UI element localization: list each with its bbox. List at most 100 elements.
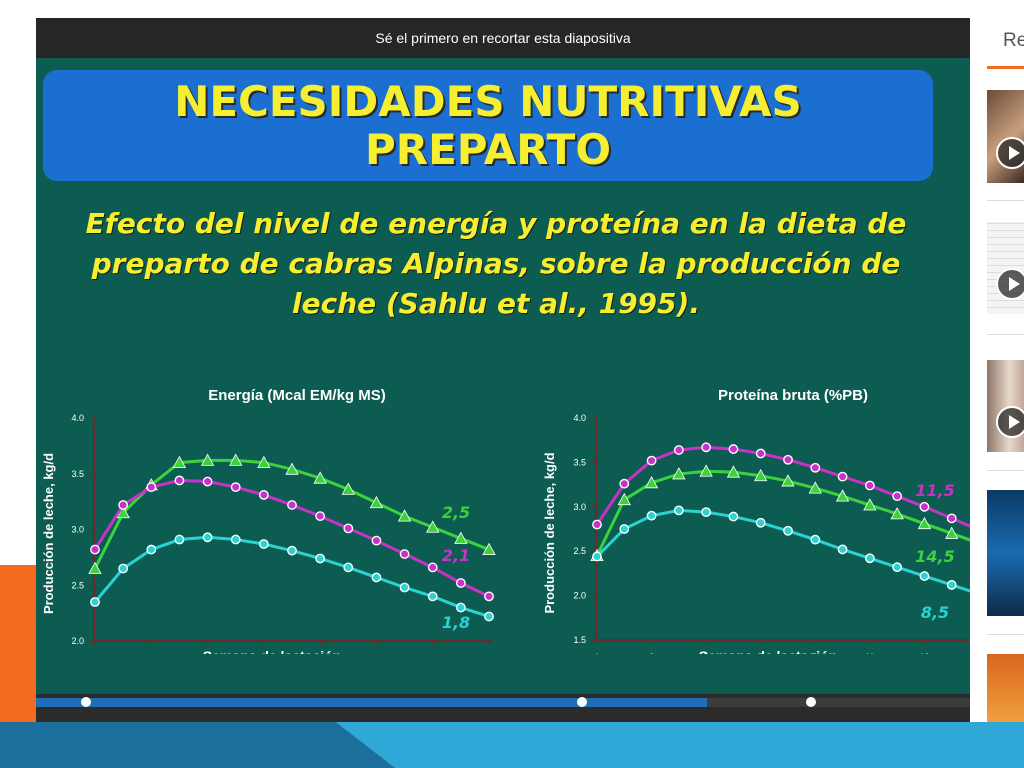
y-tick-label: 4.0 — [573, 413, 586, 423]
data-point — [257, 455, 271, 468]
related-video-thumbnail[interactable] — [987, 360, 1024, 452]
data-point — [945, 526, 959, 539]
data-point — [88, 561, 102, 574]
y-tick-label: 1.5 — [573, 635, 586, 645]
related-video-thumbnail[interactable] — [987, 654, 1024, 722]
data-point — [258, 490, 269, 500]
chart-title: Energía (Mcal EM/kg MS) — [208, 387, 386, 404]
data-point — [118, 500, 129, 510]
divider — [987, 634, 1024, 635]
energy-chart: 4.03.53.02.52.013579111315Energía (Mcal … — [41, 387, 496, 654]
data-point — [592, 551, 602, 562]
data-point — [755, 448, 766, 459]
data-point — [371, 572, 382, 583]
progress-fill — [36, 698, 707, 707]
slide-subtitle-line3: leche (Sahlu et al., 1995). — [292, 287, 700, 320]
y-tick-label: 3.5 — [573, 457, 586, 467]
series-line — [93, 478, 490, 598]
data-point — [919, 501, 930, 512]
data-point — [455, 602, 466, 613]
related-video-thumbnail[interactable] — [987, 490, 1024, 616]
data-point — [864, 480, 875, 491]
data-point — [892, 562, 903, 573]
data-point — [202, 476, 213, 487]
data-point — [863, 498, 877, 511]
series-line — [595, 508, 970, 593]
data-point — [619, 524, 630, 534]
progress-marker[interactable] — [577, 697, 587, 707]
data-point — [783, 454, 793, 465]
y-tick-label: 4.0 — [71, 413, 84, 423]
protein-chart: 4.03.53.02.52.01.513579111315Proteína br… — [542, 387, 970, 654]
slide-title-line2: PREPARTO — [364, 125, 612, 174]
data-point — [728, 444, 739, 454]
y-tick-label: 3.0 — [573, 502, 586, 512]
data-point — [315, 511, 326, 522]
slide-subtitle-line1: Efecto del nivel de energía y proteína e… — [85, 207, 907, 240]
series-label: 1,8 — [442, 613, 470, 632]
data-point — [482, 542, 496, 555]
data-point — [455, 578, 466, 588]
x-tick-label: 11 — [372, 653, 381, 654]
x-tick-label: 15 — [484, 653, 494, 654]
title-box — [43, 70, 933, 181]
data-point — [617, 492, 631, 506]
progress-handle[interactable] — [806, 697, 816, 707]
data-point — [287, 545, 297, 556]
data-point — [837, 544, 848, 555]
data-point — [646, 455, 657, 466]
related-video-thumbnail[interactable] — [987, 90, 1024, 183]
data-point — [619, 478, 630, 489]
data-point — [229, 453, 243, 466]
data-point — [371, 535, 382, 546]
data-point — [728, 511, 739, 522]
data-point — [946, 580, 957, 590]
data-point — [672, 467, 686, 480]
data-point — [426, 520, 440, 533]
data-point — [810, 462, 821, 473]
x-tick-label: 1 — [92, 653, 97, 654]
slide-subtitle-line2: preparto de cabras Alpinas, sobre la pro… — [91, 247, 901, 280]
play-icon[interactable] — [996, 268, 1024, 300]
data-point — [427, 591, 438, 602]
slide-player: Sé el primero en recortar esta diapositi… — [36, 18, 970, 722]
series-label: 2,5 — [442, 503, 470, 522]
data-point — [917, 516, 932, 530]
series-label: 8,5 — [921, 603, 949, 622]
data-point — [892, 491, 903, 502]
related-sidebar: Re — [970, 0, 1024, 722]
x-tick-label: 3 — [649, 652, 654, 654]
progress-marker[interactable] — [81, 697, 91, 707]
data-point — [484, 611, 494, 622]
slide-subtitle: Efecto del nivel de energía y proteína e… — [46, 204, 946, 324]
sidebar-tab-underline — [987, 66, 1024, 69]
x-tick-label: 9 — [813, 652, 818, 654]
x-tick-label: 7 — [261, 653, 266, 654]
data-point — [172, 455, 187, 468]
data-point — [230, 482, 241, 493]
data-point — [343, 562, 354, 573]
data-point — [726, 465, 741, 478]
background-dark-blue-band — [0, 722, 395, 768]
data-point — [118, 563, 129, 574]
related-video-thumbnail[interactable] — [987, 222, 1024, 314]
data-point — [258, 539, 269, 549]
play-icon[interactable] — [996, 406, 1024, 438]
x-tick-label: 13 — [919, 652, 929, 654]
data-point — [313, 471, 327, 484]
data-point — [864, 553, 875, 564]
data-point — [285, 462, 299, 475]
data-point — [90, 597, 100, 607]
data-point — [146, 544, 157, 555]
data-point — [808, 481, 822, 494]
data-point — [146, 482, 157, 493]
data-point — [699, 464, 713, 477]
data-point — [202, 532, 213, 543]
clip-banner[interactable]: Sé el primero en recortar esta diapositi… — [36, 18, 970, 58]
y-tick-label: 3.5 — [71, 469, 84, 479]
play-icon[interactable] — [996, 137, 1024, 169]
x-tick-label: 9 — [318, 653, 323, 654]
data-point — [427, 562, 438, 573]
progress-track[interactable] — [36, 697, 970, 707]
x-axis-label: Semana de lactación — [699, 648, 838, 654]
